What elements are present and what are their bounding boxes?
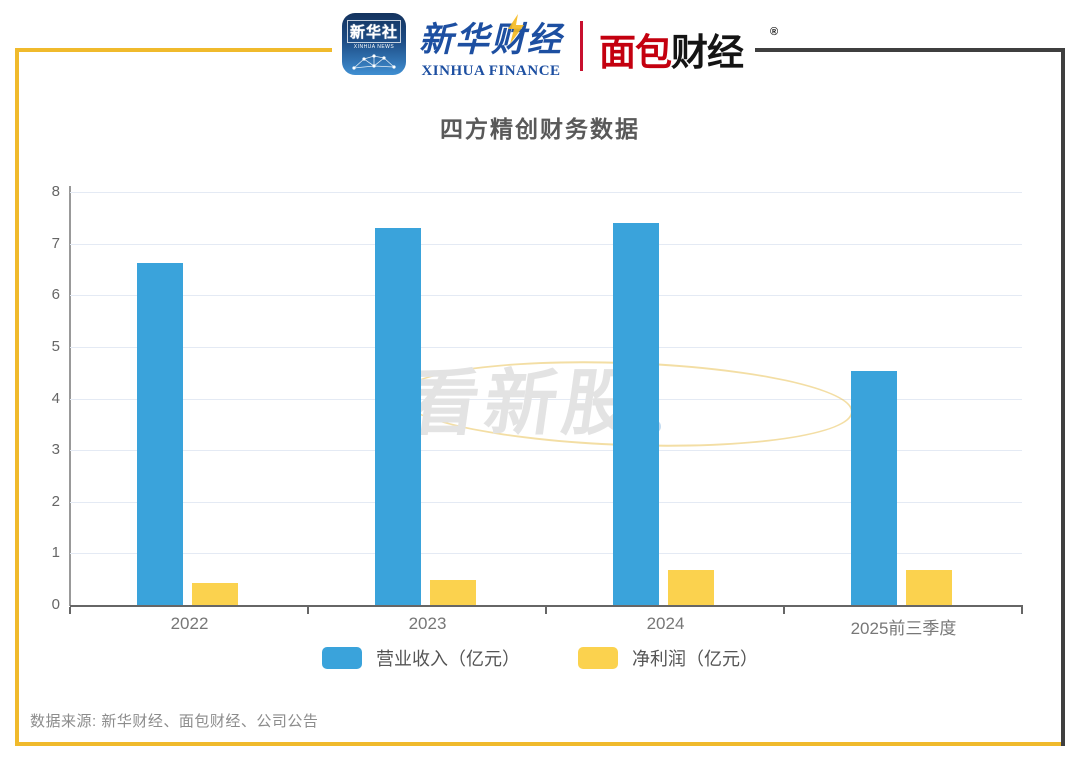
y-axis-tick-label: 2 <box>51 492 60 510</box>
xinhua-news-app-sublabel: XINHUA NEWS <box>353 44 395 50</box>
legend-swatch <box>578 647 618 669</box>
x-axis-tick <box>545 607 547 614</box>
x-axis-tick <box>69 607 71 614</box>
mianbao-logo-red: 面包 <box>599 32 672 73</box>
x-axis-category-label: 2024 <box>646 614 685 633</box>
bar-profit-2022 <box>192 583 238 605</box>
gridline <box>70 501 1022 503</box>
legend-item-profit: 净利润（亿元） <box>578 645 758 671</box>
legend-label: 营业收入（亿元） <box>376 649 520 669</box>
y-axis-tick-label: 6 <box>51 286 60 304</box>
xinhua-finance-cn: 新华财经 <box>416 12 566 61</box>
gridline <box>70 450 1022 452</box>
y-axis-tick-label: 4 <box>51 389 60 407</box>
y-axis-tick-label: 7 <box>51 234 60 252</box>
x-axis-line <box>70 605 1023 607</box>
network-constellation-icon <box>352 54 396 70</box>
bar-revenue-2024 <box>613 222 659 605</box>
xinhua-finance-en: XINHUA FINANCE <box>421 63 561 79</box>
frame-border-top-left <box>15 48 332 52</box>
y-axis-tick-label: 1 <box>51 544 60 562</box>
header-logos: 新华社 XINHUA NEWS 新华财经 XINHUA FINANCE <box>0 0 1080 80</box>
bar-profit-2023 <box>430 580 476 605</box>
bar-revenue-2023 <box>375 228 421 605</box>
frame-border-bottom <box>15 742 1065 746</box>
y-axis-tick-label: 0 <box>51 596 60 613</box>
x-axis-tick <box>1021 607 1023 614</box>
gridline <box>70 346 1022 348</box>
lightning-icon <box>508 14 524 44</box>
x-axis-category-label: 2025前三季度 <box>850 619 957 638</box>
bar-profit-2024 <box>668 570 714 605</box>
gridline <box>70 553 1022 555</box>
logo-divider <box>580 21 583 71</box>
gridline <box>70 295 1022 297</box>
mianbao-logo-black: 财经 ® <box>671 26 778 73</box>
xinhua-news-app-label: 新华社 <box>346 20 401 43</box>
x-axis-tick <box>307 607 309 614</box>
x-axis-tick <box>783 607 785 614</box>
frame-border-right <box>1061 48 1065 746</box>
registered-mark: ® <box>770 26 778 38</box>
frame-border-top-right <box>755 48 1065 52</box>
gridline <box>70 398 1022 400</box>
xinhua-finance-logo: 新华财经 XINHUA FINANCE <box>416 12 566 79</box>
data-source-note: 数据来源: 新华财经、面包财经、公司公告 <box>30 713 319 730</box>
xinhua-news-app-icon: 新华社 XINHUA NEWS <box>342 13 406 75</box>
gridline <box>70 243 1022 245</box>
legend: 营业收入（亿元） 净利润（亿元） <box>0 645 1080 671</box>
y-axis-tick-label: 5 <box>51 337 60 355</box>
gridline <box>70 192 1022 193</box>
y-axis-tick-label: 3 <box>51 441 60 459</box>
y-axis-tick-label: 8 <box>51 183 60 200</box>
page-title: 四方精创财务数据 <box>440 116 640 142</box>
legend-label: 净利润（亿元） <box>632 649 758 669</box>
mianbao-finance-logo: 面包财经 ® <box>599 22 778 73</box>
legend-swatch <box>322 647 362 669</box>
x-axis-category-label: 2022 <box>170 614 209 633</box>
y-axis-line <box>69 186 71 606</box>
legend-item-revenue: 营业收入（亿元） <box>322 645 520 671</box>
bar-revenue-2025前三季度 <box>851 371 897 605</box>
x-axis-category-label: 2023 <box>408 614 447 633</box>
frame-border-left <box>15 48 19 746</box>
bar-profit-2025前三季度 <box>906 570 952 605</box>
bar-revenue-2022 <box>137 262 183 605</box>
